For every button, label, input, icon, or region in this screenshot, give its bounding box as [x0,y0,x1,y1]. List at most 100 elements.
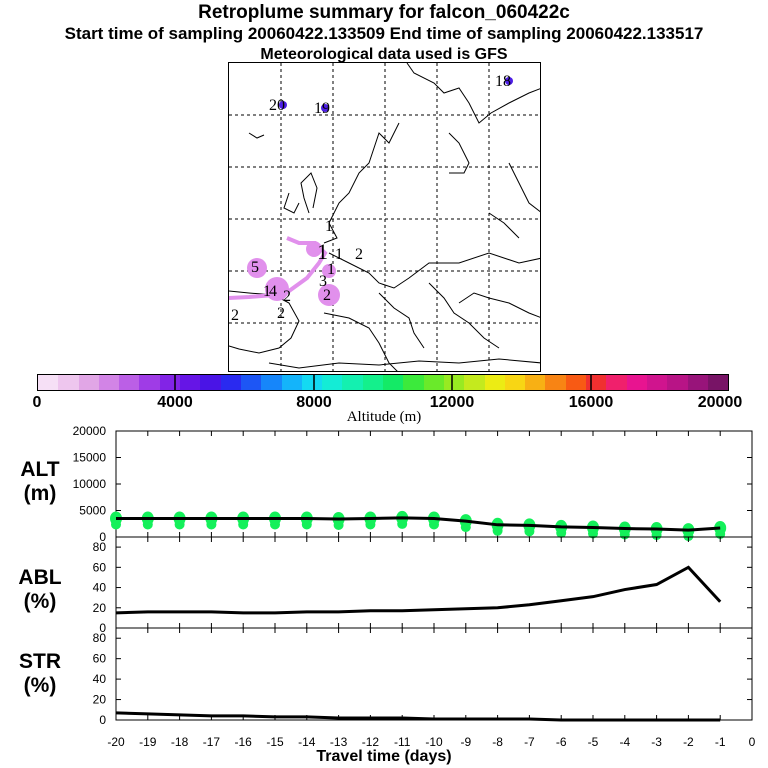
x-tick-label: -2 [683,735,694,749]
colorbar-segment [565,375,587,390]
y-tick-label: 5000 [79,504,106,518]
str-panel-title: STR (%) [0,650,80,698]
y-tick-label: 15000 [73,451,107,465]
plume-cluster-1 [306,241,322,257]
map-label: 18 [495,73,511,90]
plume-track [229,77,513,306]
x-axis-label: Travel time (days) [316,748,452,765]
map-label: 2 [283,288,291,305]
colorbar-segment [261,375,282,390]
colorbar-segment [220,375,241,390]
y-tick-label: 0 [99,530,106,544]
map-label: 2 [323,287,331,304]
alt-title-line2: (m) [23,482,57,505]
colorbar-tick: 4000 [157,394,193,411]
colorbar-segment [504,375,526,390]
colorbar-segment [646,375,668,390]
y-tick-label: 60 [93,560,107,574]
y-tick-label: 0 [99,621,106,635]
x-tick-label: -3 [651,735,662,749]
x-tick-label: -1 [715,735,726,749]
plume-cluster-19 [321,104,329,112]
map-label: 1 [317,239,328,264]
plume-cluster-20 [279,101,287,109]
altitude-spread-blob [365,519,376,530]
altitude-spread-blob [715,528,726,539]
y-tick-label: 80 [93,540,107,554]
altitude-spread-blob [397,518,408,529]
altitude-spread-blob [270,519,280,530]
colorbar-segment [78,375,99,390]
y-tick-label: 10000 [73,477,107,491]
colorbar-segment [200,375,221,390]
map-label: 1 [327,261,335,278]
colorbar-segment [139,375,160,390]
meteo-text: Meteorological data used is GFS [260,46,508,63]
x-tick-label: -8 [492,735,503,749]
sampling-time-text: Start time of sampling 20060422.133509 E… [64,24,704,43]
colorbar-segment [98,375,120,390]
colorbar-segment [180,375,201,390]
map-canvas [229,63,540,371]
panel-frame [115,627,753,721]
x-tick-label: -15 [266,735,284,749]
y-tick-label: 20000 [73,424,107,438]
colorbar-segment [362,375,384,390]
map-label: 1 [263,283,271,300]
alt-panel-title: ALT (m) [0,458,80,506]
panel-frame [115,536,753,629]
x-tick-label: -13 [330,735,348,749]
map-label: 19 [314,100,330,117]
map-grid [229,63,540,371]
altitude-spread-blob [429,519,439,530]
colorbar-segment [383,375,404,390]
x-tick-label: -14 [298,735,316,749]
altitude-spread-blob [142,519,153,530]
colorbar-segment [687,375,708,390]
x-tick-label: -9 [460,735,471,749]
altitude-spread-blob [333,519,344,530]
plume-cluster-3 [322,264,336,278]
plume-cluster-5 [247,258,267,278]
abl-title-line2: (%) [23,590,57,613]
x-tick-label: -4 [619,735,630,749]
colorbar-segment [403,375,424,390]
altitude-spread-blob [651,530,662,541]
colorbar-tick: 12000 [429,394,475,411]
plume-cluster-4 [265,277,289,301]
altitude-colorbar [37,374,729,391]
altitude-spread-blob [683,531,694,542]
colorbar-segment [38,375,59,390]
map-label: 2 [355,246,363,263]
x-tick-label: -19 [139,735,157,749]
colorbar-segment [464,375,485,390]
colorbar-segment [322,375,343,390]
x-tick-label: -17 [203,735,221,749]
abl-series-line [115,565,722,615]
colorbar-segment [525,375,546,390]
map-label: 3 [319,273,327,290]
y-tick-label: 60 [93,652,107,666]
coastline [229,63,540,371]
map-label: 2 [277,305,285,322]
x-tick-label: -16 [235,735,253,749]
map-label: 4 [269,283,277,300]
altitude-spread-blob [460,522,471,533]
colorbar-title: Altitude (m) [346,409,422,425]
altitude-spread-blob [206,519,217,530]
plume-cluster-18 [505,77,513,85]
retroplume-map: 18 20 19 1 1 1 2 5 1 3 4 2 2 2 2 1 [228,62,541,372]
map-label: 1 [335,246,343,263]
colorbar-segment [423,375,444,390]
altitude-spread-blob [174,519,185,530]
colorbar-segment [707,375,729,390]
altitude-spread-blob [556,527,567,538]
alt-title-line1: ALT [20,458,60,481]
colorbar-segment [58,375,79,390]
colorbar-segment [281,375,302,390]
x-tick-label: -18 [171,735,189,749]
chart-title: Retroplume summary for falcon_060422c [198,2,570,23]
x-tick-label: -10 [425,735,443,749]
colorbar-tick: 16000 [568,394,614,411]
